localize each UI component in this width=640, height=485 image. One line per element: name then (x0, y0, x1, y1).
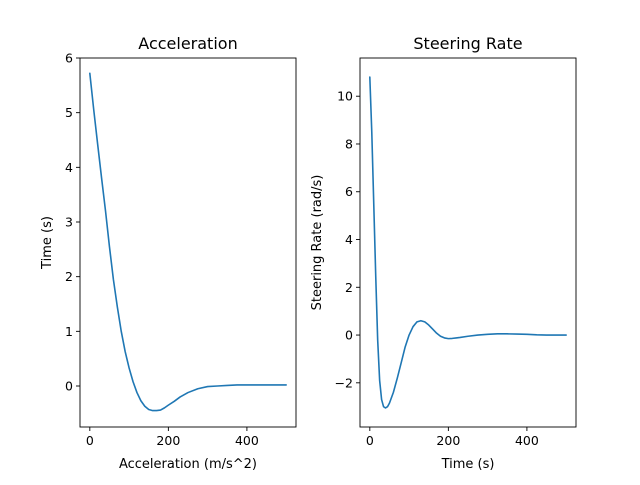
y-tick-label: 6 (345, 184, 353, 199)
x-tick-label: 400 (515, 433, 539, 448)
y-axis-label: Time (s) (40, 216, 55, 270)
series-line-0 (369, 76, 567, 409)
chart-title: Steering Rate (413, 34, 522, 53)
axes-frame (79, 57, 297, 428)
y-axis-label: Steering Rate (rad/s) (310, 175, 325, 311)
y-tick-label: 6 (65, 51, 73, 66)
y-tick-label: 0 (345, 328, 353, 343)
y-tick-label: 5 (65, 105, 73, 120)
y-tick-label: 4 (345, 232, 353, 247)
x-tick-label: 0 (86, 433, 94, 448)
x-axis-label: Time (s) (441, 457, 495, 472)
y-tick-label: −2 (335, 375, 353, 390)
x-tick-label: 200 (436, 433, 460, 448)
y-tick-label: 8 (345, 136, 353, 151)
y-tick-label: 2 (65, 269, 73, 284)
chart-steering-rate: 0 200 400 −2 0 2 4 6 8 10 Steering Rate Time (s) Ste… (310, 34, 577, 472)
y-tick-label: 4 (65, 160, 73, 175)
y-tick-label: 1 (65, 324, 73, 339)
x-tick-label: 200 (156, 433, 180, 448)
y-tick-label: 0 (65, 379, 73, 394)
x-tick-label: 400 (235, 433, 259, 448)
x-tick-label: 0 (366, 433, 374, 448)
x-axis-label: Acceleration (m/s^2) (119, 457, 257, 472)
y-tick-label: 10 (337, 89, 353, 104)
y-tick-label: 2 (345, 280, 353, 295)
series-line-0 (89, 72, 287, 412)
chart-title: Acceleration (138, 34, 237, 53)
chart-acceleration: 0 200 400 0 1 2 3 4 5 6 Acceleration Acceleration (… (40, 34, 297, 472)
axes-frame (359, 57, 577, 428)
y-tick-label: 3 (65, 215, 73, 230)
